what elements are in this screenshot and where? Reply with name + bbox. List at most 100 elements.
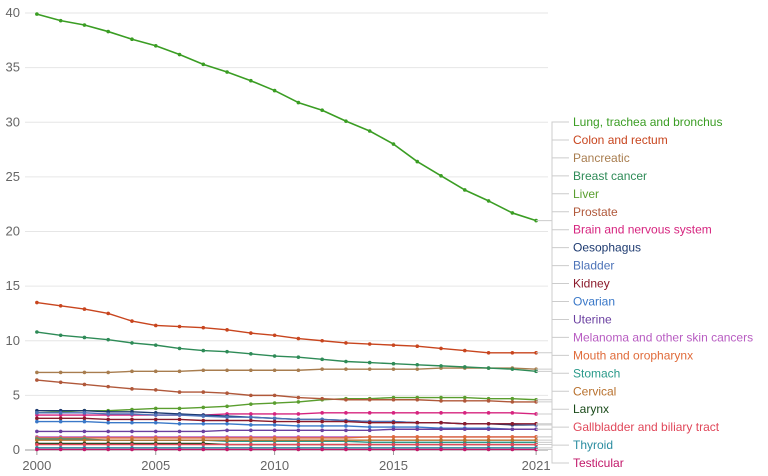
data-point-cervical[interactable] (82, 438, 87, 442)
data-point-lung-trachea-and-bronchus[interactable] (462, 188, 467, 192)
data-point-lung-trachea-and-bronchus[interactable] (153, 43, 158, 48)
data-point-cervical[interactable] (130, 438, 134, 442)
data-point-cervical[interactable] (58, 438, 63, 442)
data-point-prostate[interactable] (439, 399, 443, 403)
data-point-testicular[interactable] (35, 447, 39, 452)
data-point-prostate[interactable] (249, 393, 253, 398)
data-point-bladder[interactable] (225, 415, 229, 420)
series-line-kidney[interactable] (36, 417, 537, 425)
data-point-bladder[interactable] (106, 412, 111, 416)
data-point-uterine[interactable] (486, 427, 491, 432)
data-point-colon-and-rectum[interactable] (510, 350, 515, 355)
data-point-pancreatic[interactable] (225, 368, 229, 373)
data-point-uterine[interactable] (177, 429, 182, 434)
data-point-prostate[interactable] (462, 399, 467, 403)
data-point-gallbladder-and-biliary-tract[interactable] (415, 442, 420, 447)
data-point-testicular[interactable] (272, 447, 277, 452)
data-point-lung-trachea-and-bronchus[interactable] (35, 12, 39, 16)
data-point-testicular[interactable] (367, 447, 372, 452)
legend-label-breast-cancer[interactable]: Breast cancer (573, 169, 647, 183)
data-point-prostate[interactable] (35, 378, 39, 382)
data-point-liver[interactable] (201, 405, 206, 410)
data-point-liver[interactable] (225, 404, 229, 409)
data-point-ovarian[interactable] (320, 424, 324, 428)
data-point-cervical[interactable] (439, 438, 443, 442)
series-ovarian[interactable] (35, 419, 538, 432)
data-point-colon-and-rectum[interactable] (462, 348, 467, 353)
data-point-prostate[interactable] (320, 396, 324, 401)
data-point-lung-trachea-and-bronchus[interactable] (82, 23, 87, 27)
data-point-breast-cancer[interactable] (296, 355, 301, 359)
data-point-liver[interactable] (296, 400, 301, 404)
data-point-pancreatic[interactable] (391, 367, 396, 371)
data-point-ovarian[interactable] (367, 425, 372, 429)
data-point-brain-and-nervous-system[interactable] (249, 412, 253, 416)
legend-label-lung-trachea-and-bronchus[interactable]: Lung, trachea and bronchus (573, 115, 722, 129)
data-point-uterine[interactable] (272, 428, 277, 433)
series-line-liver[interactable] (36, 396, 537, 414)
data-point-liver[interactable] (249, 402, 253, 406)
data-point-brain-and-nervous-system[interactable] (486, 411, 491, 415)
data-point-colon-and-rectum[interactable] (296, 336, 301, 341)
data-point-bladder[interactable] (272, 416, 277, 421)
data-point-testicular[interactable] (462, 447, 467, 452)
data-point-cervical[interactable] (153, 438, 158, 442)
data-point-colon-and-rectum[interactable] (391, 343, 396, 347)
data-point-ovarian[interactable] (106, 420, 111, 425)
data-point-cervical[interactable] (249, 438, 253, 442)
data-point-cervical[interactable] (177, 438, 182, 442)
data-point-colon-and-rectum[interactable] (344, 341, 348, 345)
data-point-uterine[interactable] (367, 428, 372, 433)
data-point-uterine[interactable] (82, 429, 87, 434)
data-point-kidney[interactable] (153, 417, 158, 422)
series-line-colon-and-rectum[interactable] (36, 301, 537, 354)
data-point-breast-cancer[interactable] (272, 354, 277, 358)
data-point-brain-and-nervous-system[interactable] (415, 411, 420, 415)
data-point-colon-and-rectum[interactable] (272, 333, 277, 338)
data-point-lung-trachea-and-bronchus[interactable] (272, 88, 277, 93)
data-point-kidney[interactable] (486, 421, 491, 426)
data-point-kidney[interactable] (272, 419, 277, 424)
data-point-kidney[interactable] (201, 418, 206, 423)
data-point-brain-and-nervous-system[interactable] (510, 411, 515, 415)
data-point-uterine[interactable] (296, 428, 301, 433)
data-point-prostate[interactable] (415, 397, 420, 402)
series-colon-and-rectum[interactable] (35, 300, 538, 355)
data-point-uterine[interactable] (415, 427, 420, 432)
data-point-lung-trachea-and-bronchus[interactable] (296, 100, 301, 105)
data-point-colon-and-rectum[interactable] (415, 344, 420, 349)
data-point-testicular[interactable] (249, 447, 253, 452)
data-point-brain-and-nervous-system[interactable] (391, 411, 396, 415)
data-point-testicular[interactable] (225, 447, 229, 452)
data-point-cervical[interactable] (201, 438, 206, 442)
data-point-breast-cancer[interactable] (249, 352, 253, 356)
data-point-liver[interactable] (439, 395, 443, 400)
data-point-prostate[interactable] (367, 397, 372, 402)
data-point-cervical[interactable] (296, 438, 301, 442)
data-point-prostate[interactable] (272, 393, 277, 398)
data-point-breast-cancer[interactable] (201, 348, 206, 353)
data-point-cervical[interactable] (225, 438, 229, 442)
series-liver[interactable] (35, 395, 538, 415)
data-point-breast-cancer[interactable] (82, 335, 87, 340)
data-point-mouth-and-oropharynx[interactable] (439, 435, 443, 439)
data-point-lung-trachea-and-bronchus[interactable] (510, 211, 515, 215)
data-point-mouth-and-oropharynx[interactable] (367, 435, 372, 439)
series-testicular[interactable] (35, 447, 538, 452)
data-point-breast-cancer[interactable] (486, 366, 491, 370)
data-point-prostate[interactable] (225, 391, 229, 395)
data-point-pancreatic[interactable] (82, 370, 87, 375)
data-point-uterine[interactable] (344, 428, 348, 433)
data-point-gallbladder-and-biliary-tract[interactable] (58, 442, 63, 447)
series-line-breast-cancer[interactable] (36, 331, 537, 373)
data-point-cervical[interactable] (35, 438, 39, 442)
series-lung-trachea-and-bronchus[interactable] (35, 12, 538, 223)
data-point-prostate[interactable] (486, 399, 491, 403)
data-point-lung-trachea-and-bronchus[interactable] (439, 173, 443, 178)
data-point-brain-and-nervous-system[interactable] (344, 411, 348, 415)
data-point-uterine[interactable] (201, 429, 206, 434)
data-point-lung-trachea-and-bronchus[interactable] (486, 199, 491, 203)
data-point-ovarian[interactable] (296, 424, 301, 428)
data-point-kidney[interactable] (249, 418, 253, 423)
data-point-gallbladder-and-biliary-tract[interactable] (272, 442, 277, 447)
